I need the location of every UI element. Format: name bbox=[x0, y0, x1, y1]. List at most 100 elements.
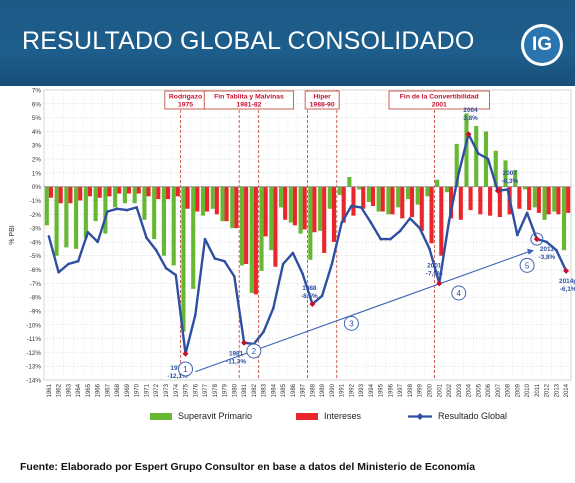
x-tick-label: 1978 bbox=[213, 383, 219, 397]
period-label: Rodrigazo bbox=[169, 94, 202, 101]
line-point bbox=[86, 230, 90, 234]
line-point bbox=[145, 236, 148, 240]
bar-primary-surplus bbox=[522, 186, 528, 190]
x-tick-label: 1994 bbox=[369, 383, 375, 397]
line-point bbox=[57, 270, 60, 274]
line-point bbox=[193, 313, 197, 317]
numbered-marker-label: 3 bbox=[349, 319, 354, 328]
period-box bbox=[203, 90, 295, 110]
x-tick-label: 1983 bbox=[262, 383, 268, 397]
bar-primary-surplus bbox=[152, 186, 157, 240]
x-tick-label: 1992 bbox=[349, 383, 355, 397]
x-tick-label: 1997 bbox=[398, 383, 404, 397]
line-point bbox=[398, 229, 402, 233]
annotation-year: 2004 bbox=[463, 107, 478, 114]
x-tick-label: 1995 bbox=[379, 383, 385, 397]
bar-primary-surplus bbox=[249, 186, 254, 293]
bar-interest bbox=[244, 186, 249, 264]
period-box bbox=[304, 90, 340, 110]
bar-interest bbox=[58, 186, 63, 204]
bar-interest bbox=[165, 186, 171, 200]
bar-interest bbox=[48, 186, 53, 198]
line-point bbox=[359, 206, 363, 209]
bar-primary-surplus bbox=[454, 143, 459, 187]
bar-interest bbox=[292, 186, 297, 226]
annotation-year: 1981 bbox=[229, 351, 244, 358]
annotation-year: 2007 bbox=[503, 170, 518, 177]
period-label: Fin Tablita y Malvinas bbox=[214, 94, 284, 101]
bar-interest bbox=[97, 186, 102, 198]
x-tick-label: 2011 bbox=[535, 383, 541, 397]
line-point bbox=[486, 157, 490, 161]
bar-interest bbox=[370, 186, 376, 206]
bar-primary-surplus bbox=[122, 186, 127, 204]
bar-interest bbox=[205, 186, 210, 212]
y-tick-label: -2% bbox=[30, 212, 42, 219]
annotation-marker bbox=[309, 301, 316, 308]
x-tick-label: 2000 bbox=[427, 383, 433, 397]
bar-primary-surplus bbox=[552, 186, 557, 212]
bar-interest bbox=[517, 186, 522, 209]
y-tick-label: 1% bbox=[32, 170, 42, 177]
annotation-marker bbox=[465, 131, 472, 138]
period-year: 1988-90 bbox=[310, 102, 335, 109]
bar-primary-surplus bbox=[161, 186, 166, 256]
x-tick-label: 2003 bbox=[457, 383, 463, 397]
bar-interest bbox=[497, 186, 502, 218]
y-tick-label: 0% bbox=[32, 184, 42, 191]
x-tick-label: 2013 bbox=[554, 383, 560, 397]
y-tick-label: -9% bbox=[30, 308, 42, 315]
x-tick-label: 1971 bbox=[144, 383, 150, 397]
bar-interest bbox=[234, 186, 239, 229]
annotation-year: 2011 bbox=[540, 246, 554, 253]
bar-interest bbox=[468, 186, 473, 211]
legend-label: Resultado Global bbox=[438, 411, 507, 421]
bar-primary-surplus bbox=[357, 186, 362, 190]
bar-primary-surplus bbox=[396, 186, 401, 208]
x-tick-label: 1993 bbox=[359, 383, 365, 397]
trend-arrow-head bbox=[527, 248, 535, 255]
line-point bbox=[135, 206, 139, 209]
bar-primary-surplus bbox=[181, 186, 186, 332]
line-point bbox=[272, 306, 275, 310]
header-banner: RESULTADO GLOBAL CONSOLIDADO IG bbox=[0, 0, 575, 86]
annotation-value: -3,8% bbox=[538, 254, 555, 261]
line-point bbox=[350, 204, 353, 208]
annotation-year: 1988 bbox=[302, 285, 317, 292]
bar-primary-surplus bbox=[132, 186, 137, 204]
line-point bbox=[96, 240, 99, 244]
bar-interest bbox=[283, 186, 288, 220]
legend-marker bbox=[416, 413, 424, 420]
bar-interest bbox=[273, 186, 278, 267]
line-point bbox=[379, 237, 382, 241]
bar-interest bbox=[536, 186, 541, 213]
x-tick-label: 1982 bbox=[252, 383, 258, 397]
highlight-circle bbox=[530, 232, 544, 246]
bar-primary-surplus bbox=[513, 170, 518, 187]
annotation-marker bbox=[436, 280, 443, 287]
y-tick-label: 3% bbox=[32, 143, 42, 150]
x-tick-label: 1976 bbox=[193, 383, 199, 397]
y-tick-label: -14% bbox=[26, 378, 41, 385]
line-point bbox=[115, 207, 119, 211]
bar-primary-surplus bbox=[327, 186, 332, 209]
bar-primary-surplus bbox=[288, 186, 293, 223]
bar-interest bbox=[312, 186, 317, 233]
bar-interest bbox=[331, 186, 336, 242]
x-tick-label: 1968 bbox=[115, 383, 121, 397]
period-year: 1975 bbox=[178, 102, 193, 109]
bar-primary-surplus bbox=[444, 186, 450, 193]
x-tick-label: 1981 bbox=[242, 383, 248, 397]
bar-interest bbox=[361, 186, 366, 209]
line-point bbox=[545, 240, 548, 244]
bar-interest bbox=[341, 186, 346, 223]
bar-interest bbox=[390, 186, 395, 215]
logo-text: IG bbox=[524, 27, 560, 63]
bar-primary-surplus bbox=[308, 186, 313, 260]
numbered-marker bbox=[178, 361, 194, 377]
annotation-value: -0,3% bbox=[501, 178, 518, 185]
annotation-value: -8,5% bbox=[301, 293, 318, 300]
x-tick-label: 1984 bbox=[271, 383, 277, 397]
x-tick-label: 1966 bbox=[96, 383, 102, 397]
numbered-marker bbox=[343, 315, 359, 331]
